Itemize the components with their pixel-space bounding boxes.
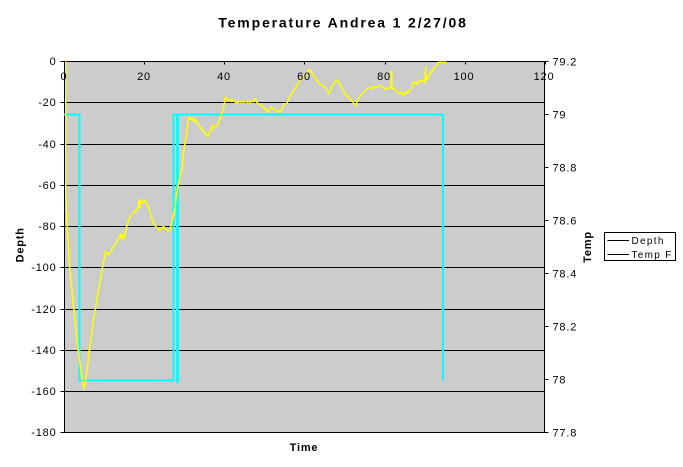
- svg-text:0: 0: [50, 56, 57, 68]
- svg-text:Depth: Depth: [15, 227, 27, 262]
- svg-text:80: 80: [377, 71, 391, 83]
- svg-text:-60: -60: [38, 180, 56, 192]
- svg-text:-160: -160: [31, 386, 56, 398]
- svg-text:20: 20: [137, 71, 151, 83]
- svg-text:78.8: 78.8: [553, 162, 578, 174]
- svg-text:-20: -20: [38, 97, 56, 109]
- svg-text:78.4: 78.4: [553, 268, 578, 280]
- svg-text:60: 60: [297, 71, 311, 83]
- svg-text:77.8: 77.8: [553, 427, 578, 439]
- svg-text:Temp: Temp: [582, 231, 594, 263]
- svg-text:78: 78: [553, 374, 567, 386]
- svg-text:40: 40: [217, 71, 231, 83]
- svg-text:-100: -100: [31, 262, 56, 274]
- svg-text:78.6: 78.6: [553, 215, 578, 227]
- svg-text:-80: -80: [38, 221, 56, 233]
- svg-text:78.2: 78.2: [553, 321, 578, 333]
- svg-text:-40: -40: [38, 139, 56, 151]
- svg-text:0: 0: [61, 71, 68, 83]
- svg-text:79: 79: [553, 109, 567, 121]
- svg-text:Temp F: Temp F: [632, 250, 673, 261]
- svg-text:Depth: Depth: [632, 236, 665, 247]
- svg-text:120: 120: [534, 71, 555, 83]
- svg-text:100: 100: [454, 71, 475, 83]
- svg-text:-120: -120: [31, 304, 56, 316]
- svg-text:-140: -140: [31, 345, 56, 357]
- svg-text:79.2: 79.2: [553, 56, 578, 68]
- svg-text:Temperature Andrea 1 2/27/08: Temperature Andrea 1 2/27/08: [218, 15, 467, 31]
- svg-text:Time: Time: [290, 442, 319, 454]
- svg-text:-180: -180: [31, 427, 56, 439]
